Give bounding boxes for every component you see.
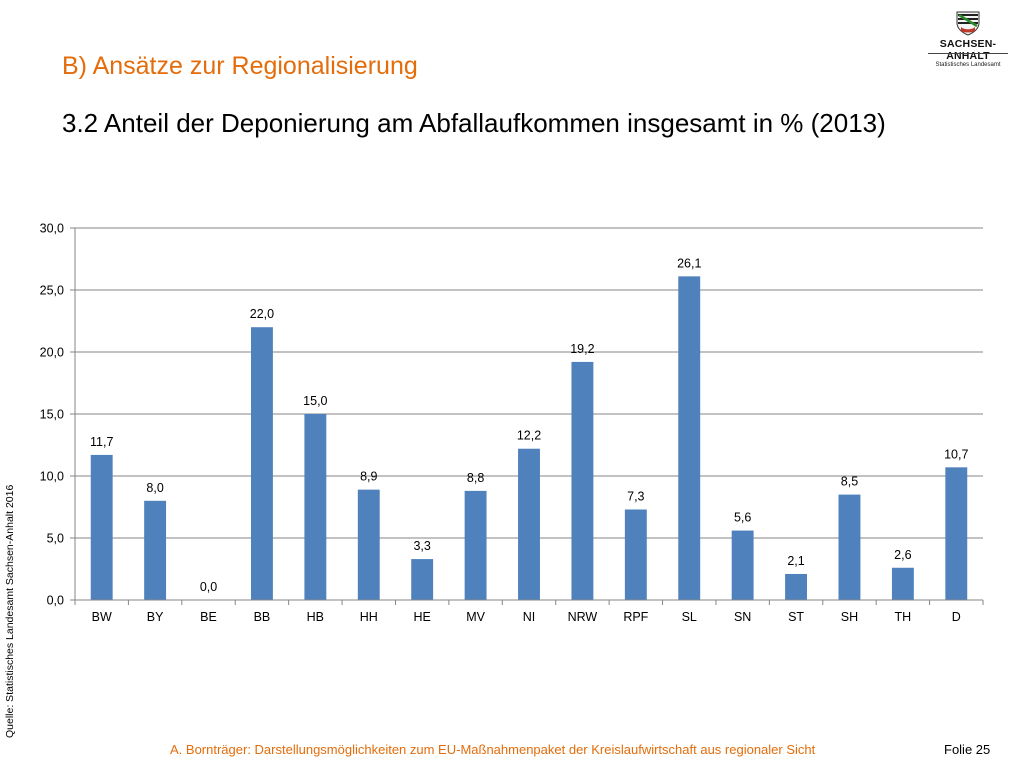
bar-bw — [90, 454, 113, 600]
data-label: 0,0 — [200, 580, 217, 594]
bars — [90, 276, 968, 600]
section-title: B) Ansätze zur Regionalisierung — [62, 52, 418, 80]
data-label: 3,3 — [413, 539, 430, 553]
data-label: 26,1 — [677, 256, 701, 270]
data-label: 8,8 — [467, 471, 484, 485]
data-label: 12,2 — [517, 429, 541, 443]
bar-hb — [304, 414, 327, 600]
data-label: 15,0 — [303, 394, 327, 408]
axes: 0,0 5,0 10,0 15,0 20,0 25,0 30,0 BW BY BE BB HB HH HE… — [40, 222, 984, 624]
data-label: 2,6 — [894, 548, 911, 562]
x-tick-label: HE — [413, 610, 430, 624]
logo-subtitle: Statistisches Landesamt — [935, 62, 1001, 68]
bar-sh — [838, 494, 861, 600]
data-label: 5,6 — [734, 511, 751, 525]
coat-of-arms-icon — [956, 11, 980, 36]
bar-by — [144, 500, 167, 600]
data-label: 8,0 — [146, 481, 163, 495]
data-label: 2,1 — [787, 554, 804, 568]
y-tick-label: 10,0 — [40, 470, 64, 484]
y-tick-label: 0,0 — [47, 594, 64, 608]
footer-text: A. Bornträger: Darstellungsmöglichkeiten… — [170, 742, 816, 757]
data-label: 22,0 — [250, 307, 274, 321]
bar-rpf — [624, 509, 647, 600]
bar-bb — [250, 327, 273, 600]
x-tick-label: BB — [254, 610, 271, 624]
page-number: Folie 25 — [944, 742, 991, 757]
x-tick-label: SH — [841, 610, 858, 624]
bar-hh — [357, 489, 380, 600]
bar-sl — [678, 276, 701, 600]
x-tick-label: RPF — [623, 610, 648, 624]
y-tick-label: 30,0 — [40, 222, 64, 236]
x-tick-label: D — [952, 610, 961, 624]
x-tick-label: HH — [360, 610, 378, 624]
x-tick-label: BY — [147, 610, 164, 624]
x-tick-label: BE — [200, 610, 217, 624]
data-label: 11,7 — [90, 435, 113, 449]
data-label: 8,9 — [360, 470, 377, 484]
logo-divider — [928, 53, 1008, 54]
x-tick-label: SN — [734, 610, 751, 624]
x-tick-label: MV — [466, 610, 485, 624]
bar-st — [785, 573, 808, 600]
bar-mv — [464, 490, 487, 600]
data-label: 10,7 — [944, 447, 968, 461]
data-label: 19,2 — [570, 342, 594, 356]
x-tick-label: NI — [523, 610, 536, 624]
x-tick-label: ST — [788, 610, 804, 624]
y-tick-label: 20,0 — [40, 346, 64, 360]
slide-title: 3.2 Anteil der Deponierung am Abfallaufk… — [62, 108, 886, 138]
y-tick-label: 25,0 — [40, 284, 64, 298]
bar-nrw — [571, 361, 594, 600]
bar-ni — [518, 448, 540, 600]
x-tick-label: HB — [307, 610, 324, 624]
data-labels: 11,7 8,0 0,0 22,0 15,0 8,9 3,3 8,8 12,2 19,2 7,3 26… — [90, 256, 968, 594]
data-label: 8,5 — [841, 475, 858, 489]
y-tick-label: 15,0 — [40, 408, 64, 422]
data-label: 7,3 — [627, 489, 644, 503]
x-tick-label: NRW — [568, 610, 598, 624]
x-tick-label: SL — [682, 610, 697, 624]
bar-d — [945, 467, 968, 600]
y-tick-label: 5,0 — [47, 532, 64, 546]
bar-he — [411, 559, 434, 600]
logo: SACHSEN-ANHALT Statistisches Landesamt — [922, 10, 1014, 78]
x-tick-label: BW — [92, 610, 112, 624]
x-tick-label: TH — [895, 610, 912, 624]
bar-sn — [731, 530, 754, 600]
bar-th — [891, 567, 914, 600]
